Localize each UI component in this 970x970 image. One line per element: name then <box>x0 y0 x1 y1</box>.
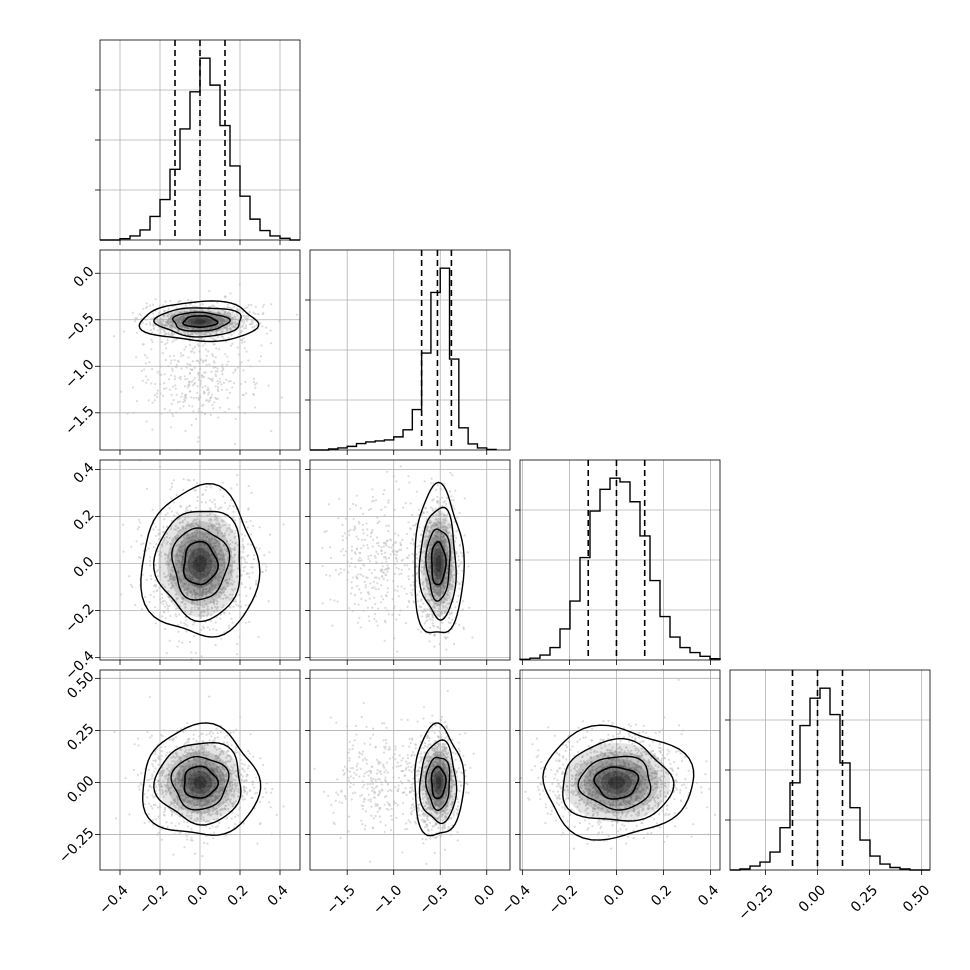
histogram-panel-1 <box>305 249 511 455</box>
contour-line <box>140 482 261 638</box>
contour-line <box>418 739 458 825</box>
contour-line <box>414 481 466 634</box>
joint-panel-0-1: −1.5 −1.0 −0.5 0.0 <box>62 249 301 455</box>
x-tick-label: −0.2 <box>136 882 171 917</box>
histogram-panel-2 <box>515 459 721 665</box>
panel-frame <box>519 669 721 871</box>
contour-line <box>183 765 220 799</box>
histogram-step <box>730 687 930 871</box>
x-tick-label: 0.4 <box>265 882 292 909</box>
y-tick-label: −0.25 <box>56 825 98 867</box>
y-tick-label: 0.4 <box>71 460 98 487</box>
x-tick-label: 0.25 <box>848 882 881 915</box>
x-tick-label: 0.0 <box>185 882 212 909</box>
contour-line <box>430 765 447 800</box>
panel-frame <box>309 459 511 661</box>
histogram-panel-0 <box>95 39 301 245</box>
x-tick-label: 0.0 <box>471 882 498 909</box>
x-tick-label: −1.0 <box>370 882 405 917</box>
x-tick-label: −0.2 <box>546 882 581 917</box>
contour-line <box>424 756 451 811</box>
scatter-points <box>119 460 285 660</box>
contour-line <box>152 510 241 623</box>
x-tick-label: −0.25 <box>735 882 777 924</box>
joint-panel-2-3: −0.4 −0.2 0.0 0.2 0.4 <box>499 669 722 918</box>
contour-line <box>138 300 260 343</box>
contour-line <box>425 528 451 602</box>
contour-line <box>182 540 220 586</box>
joint-plot-area <box>113 695 285 858</box>
histogram-panel-3: −0.25 0.00 0.25 0.50 <box>725 669 933 924</box>
joint-panel-1-2 <box>305 459 511 665</box>
x-tick-label: −0.4 <box>96 882 131 917</box>
y-tick-label: −0.5 <box>62 310 97 345</box>
contour-line <box>182 315 219 329</box>
contour-line <box>562 737 675 822</box>
contour-line <box>171 527 231 601</box>
panel-frame <box>309 669 511 871</box>
contour-line <box>430 540 447 586</box>
contour-line <box>542 724 695 841</box>
joint-panel-0-2: −0.4−0.20.00.20.4 <box>62 459 301 683</box>
y-tick-label: 0.25 <box>64 721 97 754</box>
joint-plot-area <box>119 460 285 660</box>
joint-plot-area <box>313 689 475 866</box>
density-shading <box>158 509 242 618</box>
contour-line <box>577 755 652 811</box>
histogram-step <box>310 267 497 451</box>
joint-plot-area <box>112 283 298 450</box>
contour-line <box>153 307 242 338</box>
contour-line <box>141 722 262 836</box>
x-tick-label: 0.2 <box>225 882 252 909</box>
joint-panel-1-3: −1.5 −1.0 −0.5 0.0 <box>305 669 511 918</box>
contour-line <box>170 755 230 811</box>
contour-line <box>418 506 457 621</box>
x-tick-label: 0.0 <box>601 882 628 909</box>
y-tick-label: 0.0 <box>71 554 98 581</box>
x-tick-label: −0.4 <box>499 882 534 917</box>
histogram-step <box>519 477 721 661</box>
x-tick-label: −0.5 <box>417 882 452 917</box>
contour-line <box>171 311 231 332</box>
x-tick-label: 0.50 <box>900 882 933 915</box>
contour-line <box>414 722 465 837</box>
y-tick-label: −0.2 <box>62 601 97 636</box>
x-tick-label: −1.5 <box>324 882 359 917</box>
x-tick-label: 0.00 <box>796 882 829 915</box>
y-tick-label: 0.00 <box>64 773 97 806</box>
histogram-step <box>100 57 300 241</box>
y-tick-label: −1.0 <box>62 357 97 392</box>
y-tick-label: −1.5 <box>62 403 97 438</box>
y-tick-label: 0.2 <box>71 507 98 534</box>
contour-line <box>153 741 242 826</box>
joint-plot-area <box>321 465 474 653</box>
contour-line <box>593 766 640 800</box>
x-tick-label: 0.4 <box>695 882 722 909</box>
joint-panel-0-3: −0.4 −0.2 0.0 0.2 0.4−0.250.000.250.50 <box>56 669 301 918</box>
y-tick-label: 0.0 <box>71 264 98 291</box>
joint-plot-area <box>520 678 717 850</box>
x-tick-label: 0.2 <box>648 882 675 909</box>
